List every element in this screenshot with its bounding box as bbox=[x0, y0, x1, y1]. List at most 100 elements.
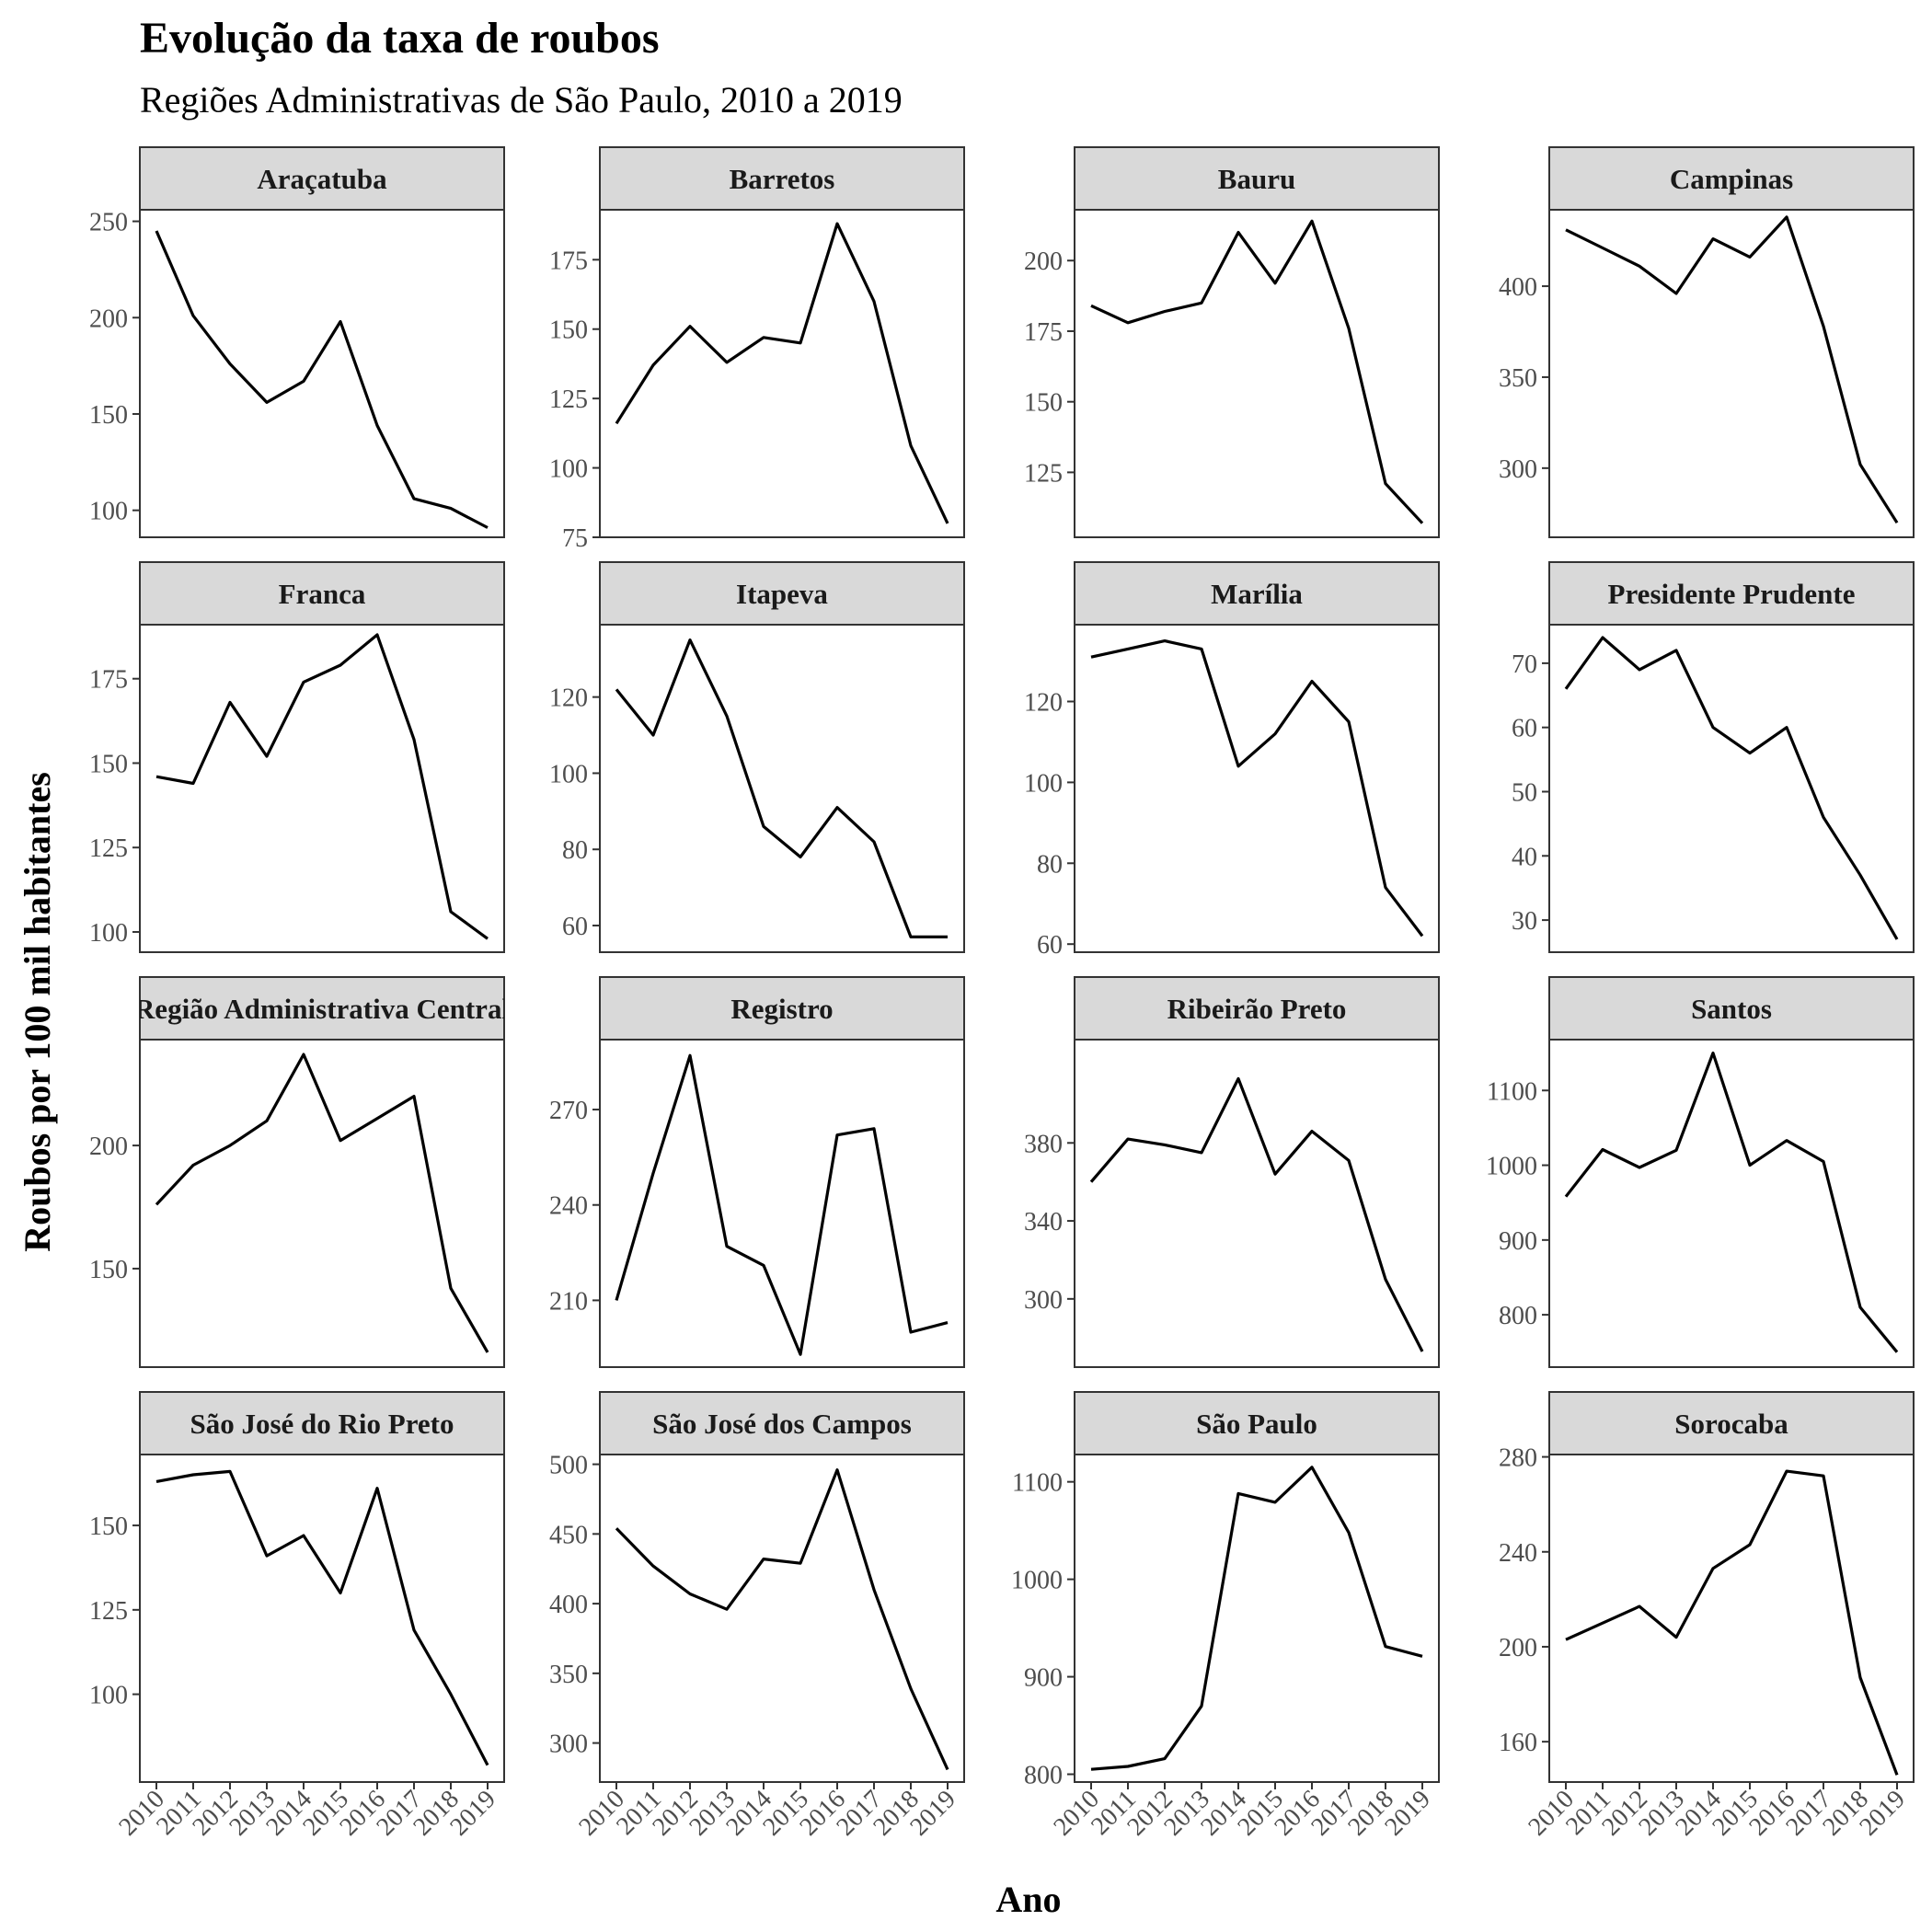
facet-strip bbox=[139, 146, 505, 211]
facet-panel-bauru: Bauru 125 150 175 200 bbox=[1024, 146, 1440, 538]
y-tick-label: 350 bbox=[1499, 364, 1537, 393]
panel-border bbox=[1548, 624, 1915, 953]
y-tick-label: 60 bbox=[1512, 715, 1537, 743]
y-tick-label: 120 bbox=[549, 684, 588, 713]
facet-strip-label: São Paulo bbox=[1196, 1408, 1317, 1440]
panel-border bbox=[599, 1454, 965, 1783]
y-tick-label: 175 bbox=[89, 666, 128, 695]
y-tick-label: 125 bbox=[1024, 459, 1063, 488]
facet-strip bbox=[139, 1391, 505, 1455]
facet-strip-label: Bauru bbox=[1218, 163, 1295, 195]
panel-border bbox=[1074, 1454, 1440, 1783]
panel-border bbox=[139, 1039, 505, 1368]
y-tick-label: 280 bbox=[1499, 1444, 1537, 1473]
series-line-marilia bbox=[1090, 638, 1424, 937]
facet-panel-campinas: Campinas 300 350 400 bbox=[1499, 146, 1915, 538]
y-tick-label: 150 bbox=[89, 1512, 128, 1541]
series-line-ribeirao-preto bbox=[1089, 1076, 1424, 1352]
panel-border bbox=[1548, 1454, 1915, 1783]
panel-border bbox=[1548, 1039, 1915, 1368]
facet-strip bbox=[599, 561, 965, 626]
y-tick-label: 340 bbox=[1024, 1208, 1063, 1236]
facet-strip bbox=[1548, 146, 1915, 211]
y-tick-label: 150 bbox=[549, 316, 588, 345]
y-tick-label: 100 bbox=[89, 1682, 128, 1710]
y-tick-label: 350 bbox=[549, 1661, 588, 1689]
y-tick-label: 80 bbox=[1037, 850, 1063, 879]
facet-strip-label: Ribeirão Preto bbox=[1167, 993, 1347, 1025]
y-tick-label: 80 bbox=[562, 836, 588, 865]
series-line-registro bbox=[615, 1053, 949, 1356]
facet-strip-label: São José dos Campos bbox=[652, 1408, 912, 1440]
y-tick-label: 175 bbox=[1024, 318, 1063, 347]
y-tick-label: 125 bbox=[89, 1597, 128, 1626]
facet-strip bbox=[1548, 1391, 1915, 1455]
facet-strip bbox=[599, 976, 965, 1041]
facet-panels: Araçatuba 100 150 200 250 Barretos 75 100 125 150… bbox=[89, 146, 1915, 1842]
y-axis-title: Roubos por 100 mil habitantes bbox=[17, 772, 58, 1252]
series-line-regiao-administrativa-central bbox=[155, 1052, 489, 1353]
x-tick-label: 2019 bbox=[1854, 1785, 1911, 1842]
chart-subtitle: Regiões Administrativas de São Paulo, 20… bbox=[140, 79, 903, 121]
y-tick-label: 1000 bbox=[1011, 1567, 1063, 1595]
y-tick-label: 100 bbox=[89, 919, 128, 948]
series-line-sao-paulo bbox=[1090, 1466, 1423, 1771]
facet-strip-label: Araçatuba bbox=[257, 163, 387, 195]
y-tick-label: 1100 bbox=[1487, 1077, 1537, 1106]
y-tick-label: 200 bbox=[89, 305, 128, 333]
y-tick-label: 500 bbox=[549, 1452, 588, 1480]
facet-panel-aracatuba: Araçatuba 100 150 200 250 bbox=[89, 146, 505, 538]
facet-panel-sao-jose-dos-campos: São José dos Campos300350400450500201020… bbox=[549, 1391, 965, 1842]
y-tick-label: 380 bbox=[1024, 1130, 1063, 1158]
facet-strip-label: Presidente Prudente bbox=[1608, 578, 1856, 610]
y-tick-label: 60 bbox=[562, 913, 588, 941]
series-line-santos bbox=[1564, 1051, 1899, 1353]
y-tick-label: 800 bbox=[1024, 1762, 1063, 1790]
facet-strip bbox=[1074, 976, 1440, 1041]
series-line-sao-jose-dos-campos bbox=[615, 1468, 949, 1771]
series-line-presidente-prudente bbox=[1564, 636, 1899, 940]
y-tick-label: 150 bbox=[89, 750, 128, 778]
y-tick-label: 240 bbox=[1499, 1539, 1537, 1568]
y-tick-label: 200 bbox=[1499, 1634, 1537, 1662]
y-tick-label: 250 bbox=[89, 209, 128, 237]
x-tick-label: 2019 bbox=[1379, 1785, 1436, 1842]
y-tick-label: 900 bbox=[1024, 1664, 1063, 1693]
y-tick-label: 70 bbox=[1512, 650, 1537, 679]
facet-strip-label: Franca bbox=[279, 578, 366, 610]
series-line-aracatuba bbox=[155, 230, 489, 529]
y-tick-label: 300 bbox=[1024, 1286, 1063, 1315]
panel-border bbox=[1548, 209, 1915, 538]
facet-strip-label: Marília bbox=[1211, 578, 1303, 610]
y-tick-label: 100 bbox=[549, 455, 588, 484]
y-tick-label: 100 bbox=[89, 498, 128, 526]
panel-border bbox=[599, 1039, 965, 1368]
facet-strip-label: Sorocaba bbox=[1674, 1408, 1788, 1440]
y-tick-label: 40 bbox=[1512, 843, 1537, 871]
y-tick-label: 50 bbox=[1512, 778, 1537, 807]
facet-strip-label: Itapeva bbox=[736, 578, 828, 610]
y-tick-label: 1100 bbox=[1012, 1469, 1063, 1498]
facet-panel-barretos: Barretos 75 100 125 150 175 bbox=[549, 146, 965, 553]
facet-panel-sorocaba: Sorocaba16020024028020102011201220132014… bbox=[1499, 1391, 1915, 1842]
y-tick-label: 60 bbox=[1037, 931, 1063, 960]
series-line-sao-jose-do-rio-preto bbox=[155, 1469, 489, 1766]
y-tick-label: 120 bbox=[1024, 689, 1063, 718]
y-tick-label: 175 bbox=[549, 247, 588, 275]
y-tick-label: 100 bbox=[1024, 769, 1063, 798]
facet-panel-regiao-administrativa-central: Região Administrativa Central 150 200 bbox=[89, 976, 505, 1368]
y-tick-label: 150 bbox=[1024, 389, 1063, 418]
panel-border bbox=[1074, 209, 1440, 538]
facet-panel-sao-jose-do-rio-preto: São José do Rio Preto1001251502010201120… bbox=[89, 1391, 505, 1842]
facet-panel-marilia: Marília 60 80 100 120 bbox=[1024, 561, 1440, 960]
facet-panel-registro: Registro 210 240 270 bbox=[549, 976, 965, 1368]
panel-border bbox=[139, 209, 505, 538]
y-tick-label: 800 bbox=[1499, 1302, 1537, 1330]
facet-panel-itapeva: Itapeva 60 80 100 120 bbox=[549, 561, 965, 953]
series-line-itapeva bbox=[615, 638, 948, 939]
facet-strip-label: Barretos bbox=[730, 163, 835, 195]
facet-strip-label: São José do Rio Preto bbox=[190, 1408, 454, 1440]
facet-strip bbox=[1548, 976, 1915, 1041]
y-tick-label: 100 bbox=[549, 760, 588, 788]
facet-panel-santos: Santos 800 900 1000 1100 bbox=[1486, 976, 1915, 1368]
